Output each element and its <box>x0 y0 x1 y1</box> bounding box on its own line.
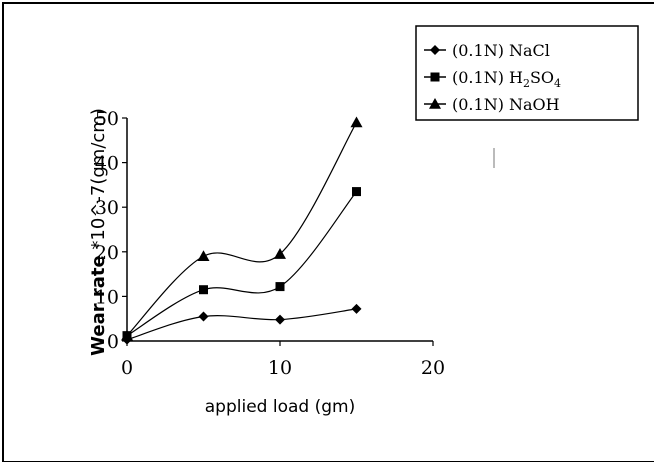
x-tick-label: 20 <box>421 357 445 379</box>
y-tick-label: 0 <box>107 331 119 353</box>
data-point-s0-2 <box>275 314 285 325</box>
series-markers <box>121 116 363 345</box>
legend-label-0: (0.1N) NaCl <box>452 41 550 60</box>
y-tick-label: 10 <box>95 286 119 308</box>
y-tick-label: 30 <box>95 197 119 219</box>
series-line-0 <box>126 308 357 341</box>
data-point-s2-1 <box>197 250 210 262</box>
series-lines <box>126 122 358 341</box>
series-line-1 <box>126 191 357 337</box>
legend: (0.1N) NaCl (0.1N) H2SO4 (0.1N) NaOH <box>415 25 639 168</box>
y-axis-label-bold: Wear rate <box>88 255 109 356</box>
legend-box <box>415 25 639 121</box>
data-point-s0-1 <box>198 311 209 322</box>
data-point-s1-2 <box>275 282 285 292</box>
legend-marker-0 <box>430 45 440 55</box>
data-point-s1-1 <box>199 285 208 295</box>
data-point-s0-3 <box>351 303 362 314</box>
series-line-2 <box>126 122 358 337</box>
data-point-s1-3 <box>352 187 361 197</box>
y-axis-label: Wear rate *10^-7(gm/cm) <box>88 108 109 356</box>
x-tick-label: 0 <box>121 357 133 379</box>
legend-marker-2 <box>429 98 441 109</box>
x-axis-label: applied load (gm) <box>205 397 355 417</box>
data-point-s2-0 <box>121 329 133 341</box>
legend-marker-1 <box>430 72 440 82</box>
y-tick-label: 20 <box>95 242 119 264</box>
x-tick-label: 10 <box>268 357 292 379</box>
y-tick-label: 40 <box>95 153 119 175</box>
data-point-s2-2 <box>274 248 286 259</box>
y-tick-label: 50 <box>95 108 119 130</box>
legend-label-1: (0.1N) H2SO4 <box>452 68 561 90</box>
axes <box>122 117 434 346</box>
data-point-s2-3 <box>350 116 363 128</box>
y-axis-label-unit: *10^-7(gm/cm) <box>88 108 109 255</box>
legend-label-2: (0.1N) NaOH <box>452 95 560 114</box>
tick-labels: 0 10 20 30 40 50 0 10 20 <box>95 108 445 379</box>
